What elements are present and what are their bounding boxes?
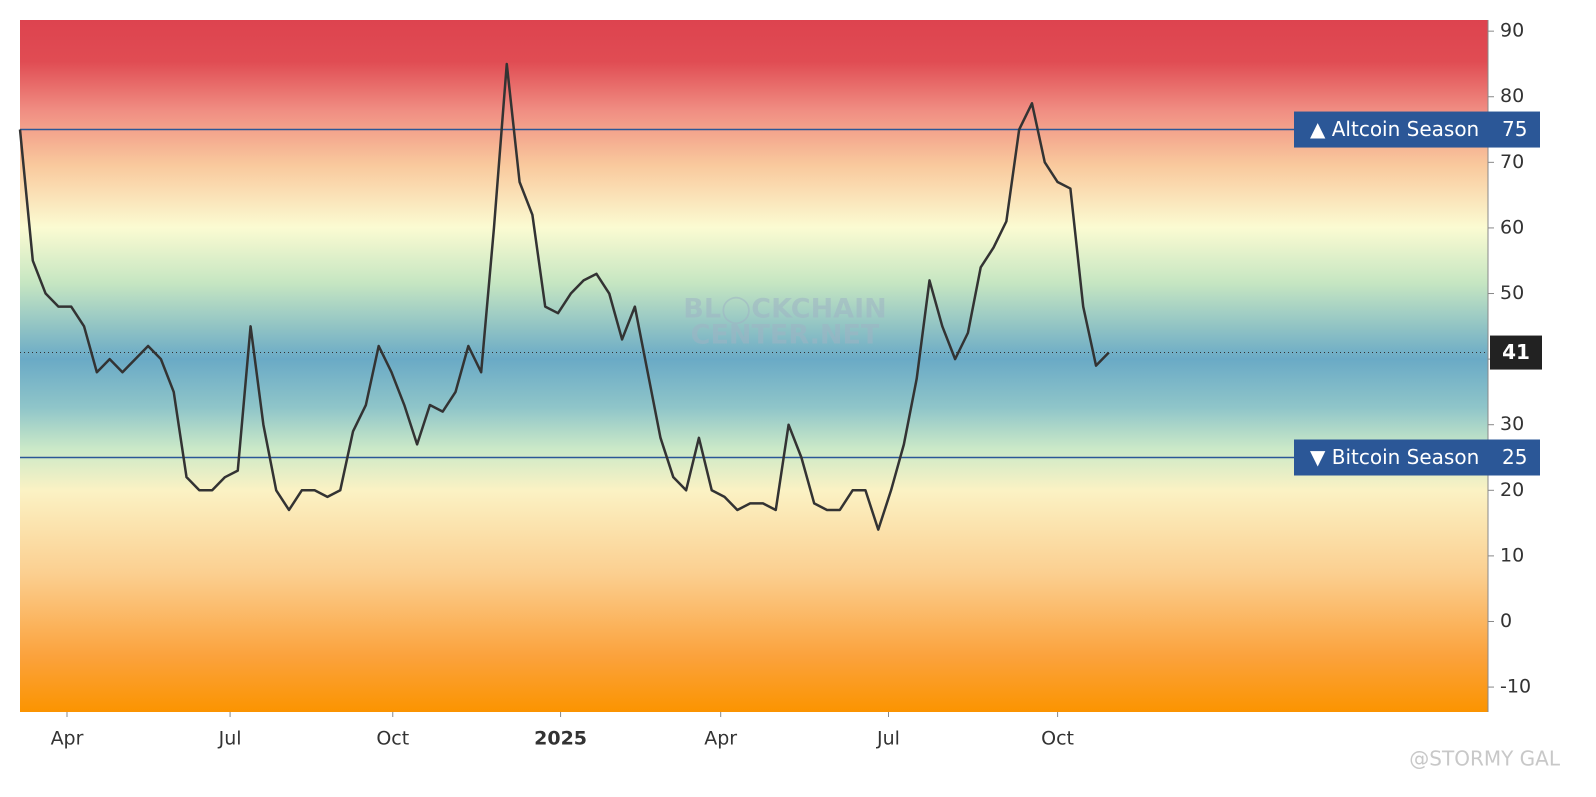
y-tick-label: 0 (1500, 610, 1512, 632)
x-tick-label: Apr (51, 728, 84, 750)
credit: @STORMY GAL (1409, 747, 1561, 771)
reference-label-box (1294, 439, 1540, 476)
x-tick-label: Apr (704, 728, 737, 750)
watermark: BL◯CKCHAIN CENTER.NET (683, 294, 886, 351)
y-tick-label: 60 (1500, 216, 1524, 238)
watermark-line: BL◯CKCHAIN (683, 294, 886, 325)
data-line (18, 62, 1110, 531)
y-tick-label: 70 (1500, 151, 1524, 173)
watermark-line: CENTER.NET (691, 320, 880, 351)
x-tick-label: Jul (218, 728, 242, 750)
x-tick-label: Oct (1041, 728, 1074, 750)
reference-label: ▲ Altcoin Season (1310, 117, 1479, 141)
reference-value: 75 (1502, 117, 1527, 141)
y-tick-label: 20 (1500, 479, 1524, 501)
y-tick-label: 50 (1500, 282, 1524, 304)
reference-label-box (1294, 111, 1540, 148)
y-tick-label: 30 (1500, 413, 1524, 435)
x-tick-label: Jul (876, 728, 900, 750)
reference-value: 25 (1502, 445, 1527, 469)
x-tick-label: Oct (376, 728, 409, 750)
y-tick-label: -10 (1500, 676, 1531, 698)
reference-label: ▼ Bitcoin Season (1310, 445, 1479, 469)
y-tick-label: 10 (1500, 544, 1524, 566)
x-tick-label: 2025 (534, 728, 587, 750)
last-value-box (1490, 335, 1542, 370)
y-tick-label: 80 (1500, 85, 1524, 107)
y-tick-label: 90 (1500, 20, 1524, 42)
last-value-label: 41 (1502, 340, 1530, 364)
plot-background (20, 20, 1488, 712)
